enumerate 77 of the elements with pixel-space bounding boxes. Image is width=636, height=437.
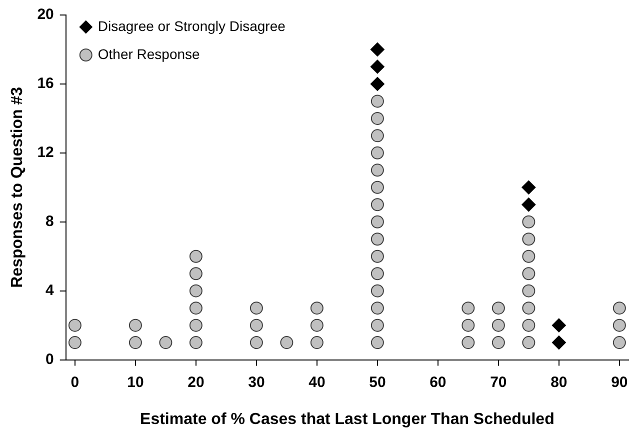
point <box>128 336 142 350</box>
x-tick-label: 30 <box>248 374 265 391</box>
point <box>612 318 626 332</box>
x-tick-label: 40 <box>308 374 326 391</box>
y-axis-title: Responses to Question #3 <box>9 86 26 288</box>
point <box>370 129 384 142</box>
legend-label: Disagree or Strongly Disagree <box>98 18 286 34</box>
point <box>552 318 566 332</box>
point <box>250 318 263 332</box>
y-tick-label: 8 <box>46 213 54 230</box>
x-tick-label: 70 <box>490 374 507 391</box>
point <box>522 302 536 315</box>
point <box>370 318 384 332</box>
x-tick-label: 60 <box>430 374 446 391</box>
x-tick-label: 0 <box>70 374 80 391</box>
point <box>310 336 324 350</box>
point <box>189 336 202 350</box>
point <box>370 60 384 74</box>
point <box>462 302 475 315</box>
point <box>68 336 82 350</box>
point <box>310 302 324 315</box>
point <box>370 180 384 194</box>
point <box>370 94 384 108</box>
point <box>370 302 384 315</box>
point <box>370 215 384 228</box>
point <box>310 318 324 332</box>
point <box>370 198 384 212</box>
point <box>462 336 475 350</box>
point <box>189 318 202 332</box>
point <box>522 267 536 280</box>
point <box>370 250 384 263</box>
y-tick-label: 12 <box>37 144 54 162</box>
point <box>370 76 384 91</box>
x-tick-label: 90 <box>611 374 628 391</box>
point <box>159 336 172 350</box>
y-tick-label: 4 <box>46 282 55 299</box>
point <box>280 336 294 350</box>
point <box>370 336 384 350</box>
point <box>522 215 536 228</box>
y-tick-label: 0 <box>46 350 54 368</box>
point <box>492 318 505 332</box>
point <box>612 336 626 350</box>
point <box>370 284 384 298</box>
point <box>522 232 536 246</box>
point <box>189 250 202 263</box>
legend-label: Other Response <box>98 46 200 62</box>
x-axis-title: Estimate of % Cases that Last Longer Than Scheduled <box>140 410 554 428</box>
point <box>522 284 536 298</box>
point <box>189 267 202 280</box>
x-tick-label: 50 <box>369 374 386 391</box>
point <box>68 318 82 332</box>
point <box>370 164 384 177</box>
point <box>370 232 384 246</box>
point <box>492 336 505 350</box>
point <box>462 318 475 332</box>
point <box>612 302 626 315</box>
x-tick-label: 20 <box>188 374 204 391</box>
point <box>370 267 384 280</box>
x-tick-label: 10 <box>127 374 144 391</box>
point <box>189 302 202 315</box>
y-tick-label: 16 <box>37 75 54 92</box>
point <box>522 180 536 194</box>
x-tick-label: 80 <box>550 374 568 391</box>
point <box>522 318 536 332</box>
point <box>189 284 202 298</box>
point <box>522 336 536 350</box>
point <box>370 42 384 56</box>
point <box>250 336 263 350</box>
point <box>522 198 536 212</box>
y-tick-label: 20 <box>37 6 54 24</box>
point <box>370 112 384 125</box>
point <box>522 250 536 263</box>
point <box>492 302 505 315</box>
point <box>250 302 263 315</box>
point <box>128 318 142 332</box>
point <box>552 336 566 350</box>
point <box>370 146 384 160</box>
